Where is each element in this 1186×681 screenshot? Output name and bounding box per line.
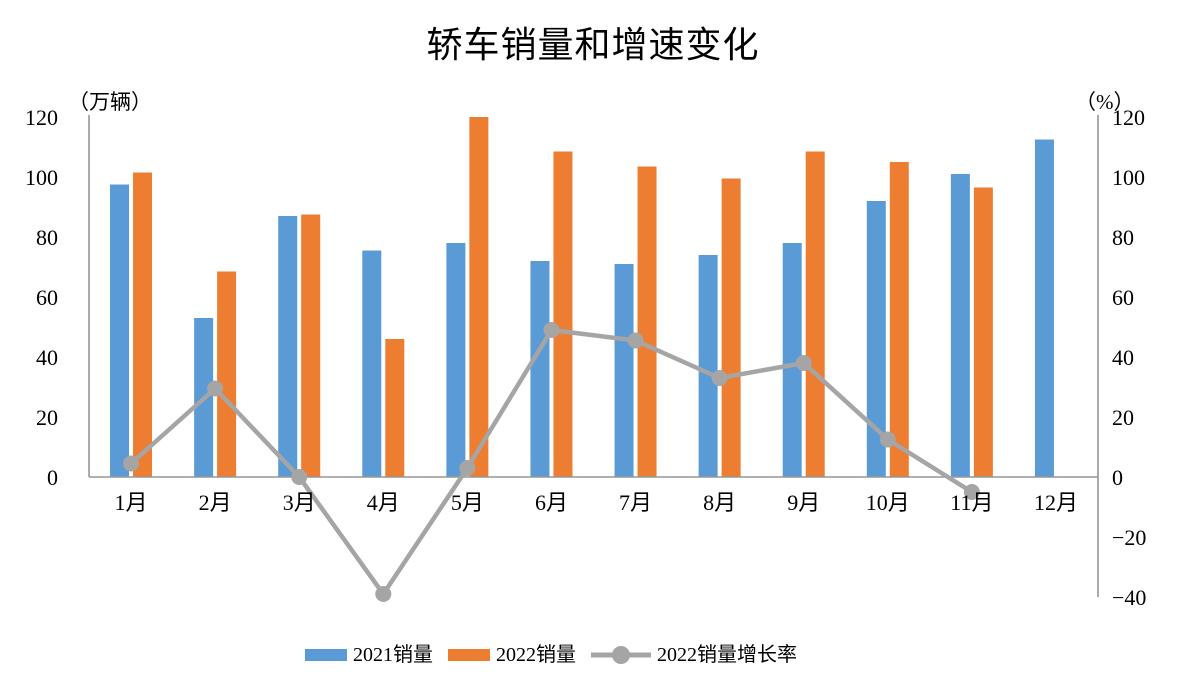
bar	[782, 243, 802, 477]
tick-label: −40	[1112, 585, 1146, 610]
month-label: 10月	[866, 490, 910, 515]
bar	[721, 178, 741, 477]
bar	[301, 214, 321, 477]
line-marker	[543, 322, 560, 338]
bar-series-2022销量	[133, 117, 993, 477]
line-marker	[123, 455, 140, 472]
bar	[110, 184, 130, 477]
line-marker	[291, 469, 308, 485]
month-label: 3月	[283, 490, 316, 515]
bar	[637, 166, 657, 477]
tick-label: 120	[1112, 105, 1145, 130]
line-marker	[207, 380, 224, 397]
month-label: 2月	[199, 490, 232, 515]
bar	[217, 271, 237, 477]
bar	[278, 216, 298, 477]
line-marker	[459, 460, 476, 476]
tick-label: 80	[1112, 225, 1134, 250]
line-marker	[795, 355, 812, 371]
month-label: 6月	[535, 490, 568, 515]
x-axis-category-labels: 1月 2月 3月 4月 5月 6月 7月 8月 9月 10月 11月 12月	[115, 490, 1078, 515]
right-axis-unit-label: （%）	[1075, 90, 1135, 114]
right-axis-tick-labels: 120 100 80 60 40 20 0 −20 −40	[1112, 105, 1146, 610]
line-marker	[963, 484, 980, 500]
legend-swatch-2022	[448, 649, 490, 661]
tick-label: 60	[36, 285, 58, 310]
tick-label: 20	[1112, 405, 1134, 430]
line-marker	[879, 431, 896, 448]
month-label: 8月	[703, 490, 736, 515]
line-marker	[627, 332, 644, 349]
bar	[133, 172, 153, 477]
bar	[973, 187, 993, 477]
line-marker	[375, 586, 392, 602]
tick-label: 40	[1112, 345, 1134, 370]
bar	[950, 174, 970, 477]
bar	[530, 261, 550, 477]
legend-line-marker-icon	[591, 646, 651, 664]
legend-swatch-2021	[305, 649, 347, 661]
growth-line	[128, 327, 975, 597]
bar	[446, 243, 466, 477]
month-label: 11月	[950, 490, 993, 515]
tick-label: 20	[36, 405, 58, 430]
tick-label: 60	[1112, 285, 1134, 310]
legend-item-2022-sales: 2022销量	[448, 643, 576, 667]
month-label: 7月	[619, 490, 652, 515]
legend-label-2022: 2022销量	[496, 644, 576, 666]
left-axis-unit-label: （万辆）	[68, 90, 152, 114]
bar	[866, 201, 886, 477]
tick-label: 0	[1112, 465, 1123, 490]
line-marker	[711, 370, 728, 386]
tick-label: −20	[1112, 525, 1146, 550]
bar	[805, 151, 825, 477]
legend: 2021销量 2022销量 2022销量增长率	[305, 643, 797, 667]
bar	[362, 250, 382, 477]
tick-label: 40	[36, 345, 58, 370]
month-label: 4月	[367, 490, 400, 515]
bar	[698, 255, 718, 477]
line-series-2022销量增长率	[123, 322, 980, 602]
bar	[385, 339, 405, 477]
tick-label: 80	[36, 225, 58, 250]
tick-label: 0	[47, 465, 58, 490]
bar	[553, 151, 573, 477]
legend-item-2021-sales: 2021销量	[305, 643, 433, 667]
left-axis-tick-labels: 120 100 80 60 40 20 0	[25, 105, 58, 490]
axes	[88, 115, 1099, 597]
month-label: 9月	[787, 490, 820, 515]
bar	[614, 264, 634, 477]
bar	[1034, 139, 1054, 477]
month-label: 1月	[115, 490, 148, 515]
chart-title: 轿车销量和增速变化	[426, 25, 760, 65]
bar	[469, 117, 489, 477]
legend-label-growth: 2022销量增长率	[657, 644, 797, 666]
bar-series-2021销量	[110, 139, 1054, 477]
tick-label: 120	[25, 105, 58, 130]
month-label: 12月	[1034, 490, 1078, 515]
tick-label: 100	[25, 165, 58, 190]
tick-label: 100	[1112, 165, 1145, 190]
bar	[889, 162, 909, 477]
legend-item-growth-rate: 2022销量增长率	[591, 643, 797, 667]
legend-label-2021: 2021销量	[353, 644, 433, 666]
month-label: 5月	[451, 490, 484, 515]
